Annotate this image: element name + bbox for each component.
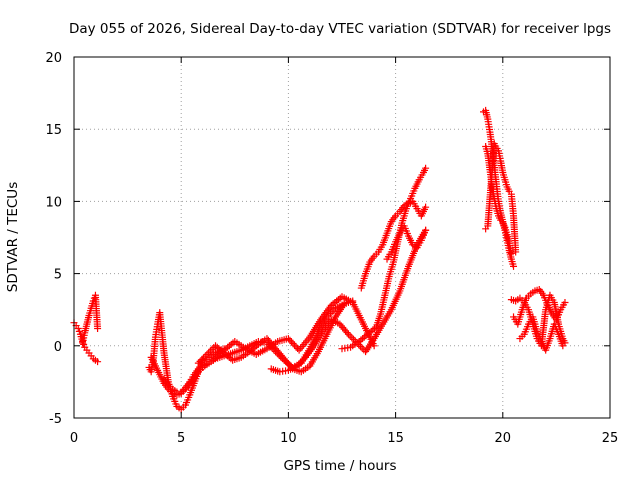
data-point [512,248,520,256]
plot-frame [73,56,611,419]
data-point [348,334,356,342]
data-point [510,262,518,270]
data-point [205,349,213,357]
data-point [356,342,364,350]
chart-title: Day 055 of 2026, Sidereal Day-to-day VTE… [69,21,611,37]
y-tick-label: 0 [54,340,62,355]
x-axis-label: GPS time / hours [283,458,396,474]
data-point [422,226,430,234]
data-point [561,298,569,306]
data-point [196,357,204,365]
series-arc-b [79,291,102,347]
data-point [201,352,209,360]
data-point [291,341,299,349]
data-point [295,360,303,368]
data-point [344,330,352,338]
data-point [206,347,214,355]
x-tick-label: 20 [495,431,512,446]
data-point [328,308,336,316]
y-tick-label: 20 [45,51,62,66]
data-point [358,344,366,352]
data-point [94,358,102,366]
data-point [346,332,354,340]
x-tick-label: 10 [280,431,297,446]
x-tick-label: 5 [177,431,185,446]
x-tick-label: 15 [387,431,404,446]
data-point [300,355,308,363]
data-point [198,356,206,364]
series-arc-q [510,285,569,328]
data-point [330,306,338,314]
x-tick-label: 0 [70,431,78,446]
data-point [422,203,430,211]
y-tick-label: 5 [54,268,62,283]
data-point [371,324,379,332]
tick-layer: 0 5 10 15 20 25 -5 0 5 10 15 20 [45,51,618,446]
data-point [289,340,297,348]
data-point [298,357,306,365]
data-point [293,362,301,370]
data-point [227,355,235,363]
data-point [199,354,207,362]
data-point [559,342,567,350]
y-tick-label: -5 [49,412,62,427]
data-point [422,164,430,172]
series-arc-r [516,313,567,354]
data-point [507,249,515,257]
x-tick-label: 25 [602,431,619,446]
series-arc-a [70,319,102,366]
data-point [253,342,261,350]
data-point [286,336,294,344]
data-layer [70,106,569,413]
data-point [284,335,292,343]
y-tick-label: 10 [45,195,62,210]
data-point [292,343,300,351]
data-point [287,338,295,346]
data-point [296,359,304,367]
series-arc-k [357,197,430,292]
data-point [203,350,211,358]
data-point [343,329,351,337]
data-point [94,324,102,332]
data-point [208,345,216,353]
y-tick-label: 15 [45,123,62,138]
data-point [194,359,202,367]
y-axis-label: SDTVAR / TECUs [5,182,21,292]
data-point [350,335,358,343]
series-arc-l [383,222,430,263]
series-arc-o [482,140,520,256]
